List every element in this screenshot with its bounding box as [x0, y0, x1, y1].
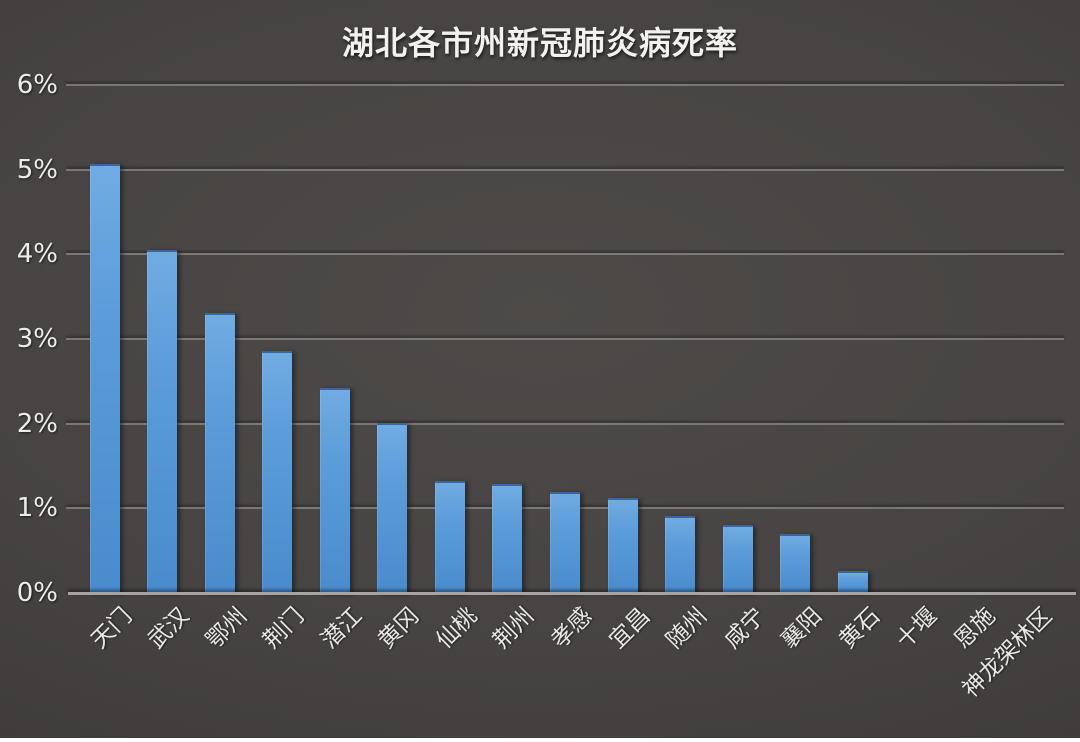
bar-荆州	[492, 483, 523, 593]
bar-slot	[536, 85, 594, 593]
bar-slot	[134, 85, 192, 593]
bar-随州	[665, 515, 696, 593]
bar-slot	[709, 85, 767, 593]
bar-黄石	[837, 571, 868, 593]
bar-slot	[421, 85, 479, 593]
bar-天门	[89, 163, 120, 593]
y-tick-label: 0%	[16, 578, 58, 608]
bar-slot	[881, 85, 939, 593]
x-axis-line	[68, 592, 1076, 595]
bar-slot	[651, 85, 709, 593]
gridline-6pct	[66, 84, 1064, 86]
y-tick-label: 1%	[16, 493, 58, 524]
gridline-4pct	[66, 253, 1064, 256]
plot-area	[66, 84, 1076, 595]
bar-slot	[76, 85, 134, 593]
chart-title: 湖北各市州新冠肺炎病死率	[341, 24, 738, 62]
bar-武汉	[147, 250, 178, 593]
y-tick-label: 6%	[16, 70, 58, 100]
bar-slot	[766, 85, 824, 593]
y-tick-label: 5%	[16, 154, 58, 185]
bar-荆门	[262, 350, 293, 593]
bar-slot	[594, 85, 652, 593]
bar-slot	[479, 85, 537, 593]
bar-slot	[249, 85, 307, 593]
bar-slot	[939, 85, 997, 593]
gridline-3pct	[66, 338, 1064, 340]
bar-仙桃	[434, 481, 465, 593]
bar-slot	[364, 85, 422, 593]
bars-layer	[76, 85, 1054, 593]
y-tick-label: 3%	[16, 324, 58, 354]
bar-slot	[191, 85, 249, 593]
bar-孝感	[550, 492, 581, 593]
bar-襄阳	[780, 533, 811, 593]
gridline-2pct	[66, 422, 1064, 425]
y-tick-label: 2%	[16, 408, 58, 439]
bar-宜昌	[607, 498, 638, 593]
bar-鄂州	[204, 312, 235, 593]
bar-slot	[824, 85, 882, 593]
bar-slot	[306, 85, 364, 593]
bar-潜江	[319, 388, 350, 593]
y-tick-label: 4%	[16, 239, 58, 270]
bar-slot	[997, 85, 1055, 593]
bar-黄冈	[377, 422, 408, 593]
bar-咸宁	[722, 525, 753, 593]
gridline-5pct	[66, 168, 1064, 171]
